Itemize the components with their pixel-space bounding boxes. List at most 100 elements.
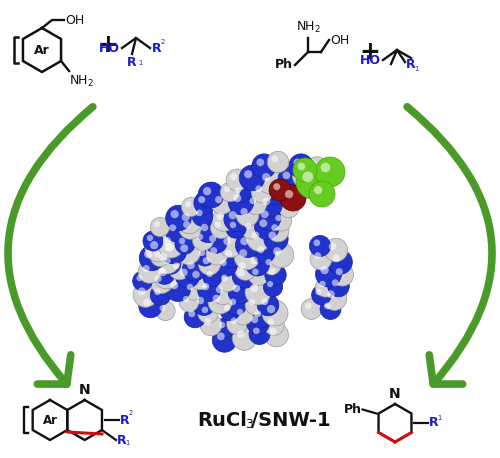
Circle shape: [252, 268, 258, 275]
Circle shape: [176, 264, 200, 288]
Circle shape: [232, 264, 256, 288]
Circle shape: [228, 189, 254, 215]
Circle shape: [198, 196, 205, 203]
Circle shape: [205, 231, 227, 253]
Circle shape: [268, 185, 275, 193]
Circle shape: [271, 224, 278, 231]
Circle shape: [302, 171, 314, 182]
Circle shape: [150, 271, 173, 294]
Circle shape: [158, 268, 167, 276]
Circle shape: [232, 326, 257, 350]
Circle shape: [256, 185, 262, 192]
Circle shape: [154, 263, 180, 289]
Text: RuCl: RuCl: [197, 410, 247, 430]
Text: N: N: [389, 387, 401, 401]
Text: N: N: [79, 383, 90, 397]
Circle shape: [160, 254, 181, 274]
Circle shape: [266, 259, 272, 265]
Circle shape: [154, 248, 180, 274]
Circle shape: [320, 163, 330, 172]
Circle shape: [218, 233, 244, 257]
Circle shape: [161, 238, 187, 264]
Circle shape: [160, 239, 184, 263]
Circle shape: [187, 262, 194, 269]
Circle shape: [203, 187, 211, 195]
Circle shape: [170, 224, 176, 231]
Circle shape: [262, 298, 268, 305]
Circle shape: [221, 274, 228, 281]
Circle shape: [235, 187, 241, 193]
Circle shape: [210, 247, 217, 254]
Circle shape: [327, 290, 334, 298]
Circle shape: [216, 213, 224, 220]
Text: $^2$: $^2$: [160, 39, 166, 49]
Text: $_1$: $_1$: [437, 413, 442, 423]
Circle shape: [150, 247, 170, 267]
Circle shape: [165, 220, 187, 242]
Circle shape: [246, 193, 266, 215]
Circle shape: [138, 261, 160, 283]
Circle shape: [179, 292, 199, 312]
Circle shape: [156, 301, 175, 321]
Circle shape: [216, 286, 223, 293]
Circle shape: [188, 311, 195, 317]
Circle shape: [230, 317, 237, 324]
Circle shape: [215, 196, 222, 203]
Circle shape: [228, 280, 252, 304]
Circle shape: [269, 179, 291, 201]
Circle shape: [269, 268, 276, 275]
Text: R: R: [429, 416, 438, 430]
Circle shape: [320, 299, 341, 319]
Circle shape: [240, 237, 248, 245]
Circle shape: [160, 305, 166, 311]
Circle shape: [170, 210, 179, 218]
Circle shape: [316, 289, 322, 295]
Text: R: R: [127, 56, 137, 69]
Circle shape: [210, 218, 232, 239]
Circle shape: [232, 183, 250, 203]
Circle shape: [237, 309, 243, 315]
Circle shape: [262, 255, 281, 275]
Circle shape: [221, 246, 243, 268]
Circle shape: [192, 206, 213, 226]
Circle shape: [273, 247, 281, 255]
Text: $^1$: $^1$: [138, 60, 143, 70]
Circle shape: [184, 306, 206, 328]
Circle shape: [220, 260, 226, 266]
Circle shape: [196, 210, 202, 216]
Circle shape: [240, 165, 264, 191]
Circle shape: [147, 235, 153, 241]
Circle shape: [279, 198, 299, 218]
Circle shape: [154, 275, 162, 282]
Circle shape: [314, 240, 320, 246]
Text: $^2$: $^2$: [128, 410, 134, 420]
Circle shape: [182, 197, 201, 217]
Circle shape: [204, 318, 211, 325]
Circle shape: [164, 257, 170, 264]
Circle shape: [224, 186, 230, 192]
Circle shape: [263, 181, 287, 205]
Circle shape: [226, 169, 248, 191]
Circle shape: [206, 271, 212, 277]
Text: +: +: [98, 33, 118, 57]
Circle shape: [289, 154, 313, 178]
Circle shape: [224, 237, 231, 245]
Circle shape: [144, 250, 152, 258]
Circle shape: [211, 192, 233, 214]
Circle shape: [154, 251, 160, 257]
Circle shape: [230, 173, 237, 180]
Circle shape: [252, 231, 259, 239]
Text: +: +: [360, 40, 380, 64]
Circle shape: [238, 262, 246, 269]
Circle shape: [253, 327, 260, 334]
Circle shape: [278, 167, 302, 191]
Circle shape: [237, 268, 244, 276]
Circle shape: [183, 221, 190, 228]
Circle shape: [226, 294, 246, 316]
Circle shape: [220, 182, 240, 202]
Circle shape: [310, 161, 317, 168]
Circle shape: [297, 168, 306, 176]
Circle shape: [154, 289, 160, 295]
Circle shape: [296, 165, 330, 199]
Circle shape: [219, 322, 225, 328]
